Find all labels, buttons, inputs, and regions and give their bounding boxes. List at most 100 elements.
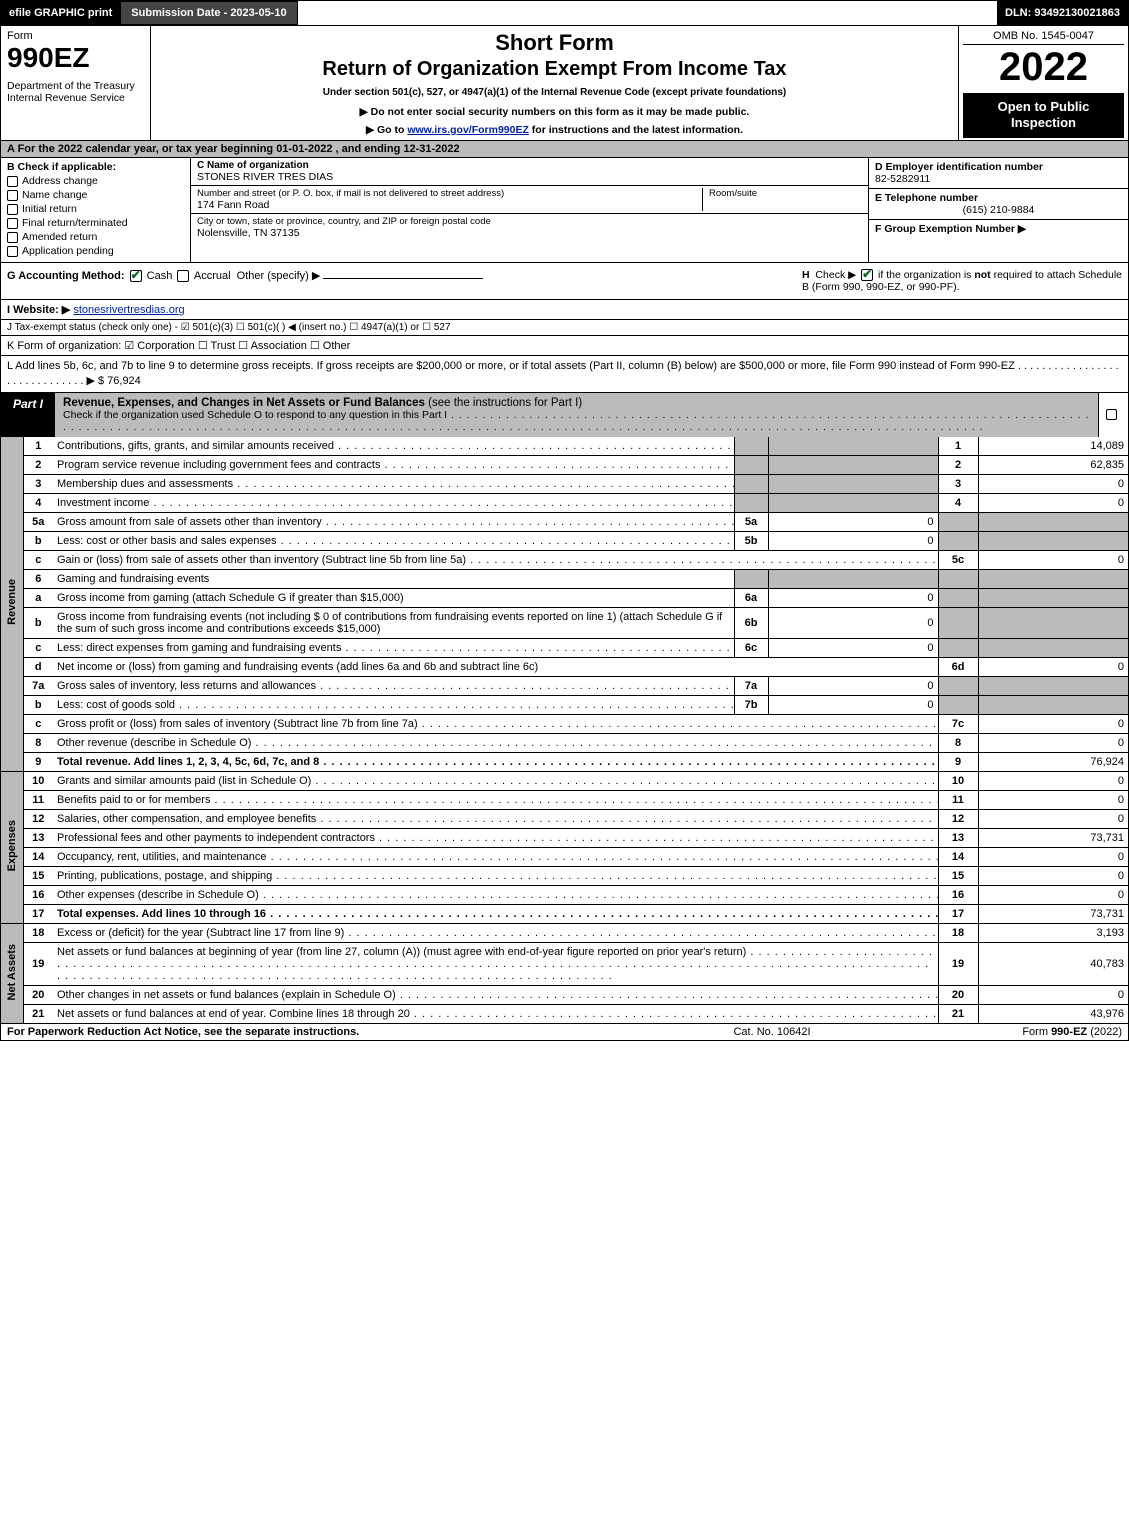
c-street-value: 174 Fann Road: [197, 199, 702, 211]
footer-catno: Cat. No. 10642I: [622, 1026, 922, 1038]
form-word: Form: [7, 30, 144, 42]
b-opt-label: Application pending: [22, 245, 114, 257]
expenses-tab: Expenses: [1, 771, 23, 923]
form-header: Form 990EZ Department of the Treasury In…: [1, 25, 1128, 140]
form-subtitle-3: ▶ Go to www.irs.gov/Form990EZ for instru…: [157, 124, 952, 136]
d-value: 82-5282911: [875, 173, 1122, 185]
line-3: 3Membership dues and assessments30: [1, 474, 1128, 493]
submission-date: Submission Date - 2023-05-10: [120, 1, 297, 25]
checkbox-icon[interactable]: [1106, 409, 1117, 420]
checkbox-accrual-icon[interactable]: [177, 270, 189, 282]
line-7b: bLess: cost of goods sold7b0: [1, 695, 1128, 714]
part-i-bar: Part I Revenue, Expenses, and Changes in…: [1, 392, 1128, 437]
line-9: 9Total revenue. Add lines 1, 2, 3, 4, 5c…: [1, 752, 1128, 771]
short-form-title: Short Form: [157, 30, 952, 56]
col-def: D Employer identification number 82-5282…: [868, 158, 1128, 262]
b-opt-label: Final return/terminated: [22, 217, 128, 229]
header-center: Short Form Return of Organization Exempt…: [151, 26, 958, 140]
part-endbox[interactable]: [1098, 393, 1128, 437]
line-6b: bGross income from fundraising events (n…: [1, 607, 1128, 638]
b-opt-label: Name change: [22, 189, 87, 201]
c-name-value: STONES RIVER TRES DIAS: [197, 171, 862, 183]
footer-formno: Form 990-EZ (2022): [922, 1026, 1122, 1038]
line-8: 8Other revenue (describe in Schedule O)8…: [1, 733, 1128, 752]
checkbox-icon[interactable]: [7, 218, 18, 229]
e-phone: E Telephone number (615) 210-9884: [869, 189, 1128, 220]
public-inspection-badge: Open to Public Inspection: [963, 93, 1124, 138]
lines-table: Revenue 1Contributions, gifts, grants, a…: [1, 437, 1128, 1023]
checkbox-icon[interactable]: [7, 246, 18, 257]
form-page: efile GRAPHIC print Submission Date - 20…: [0, 0, 1129, 1041]
header-right: OMB No. 1545-0047 2022 Open to Public In…: [958, 26, 1128, 140]
line-7a: 7aGross sales of inventory, less returns…: [1, 676, 1128, 695]
g-other-line[interactable]: [323, 278, 483, 279]
tax-year: 2022: [963, 47, 1124, 87]
sub3-pre: ▶ Go to: [366, 124, 407, 136]
g-cash: Cash: [147, 270, 173, 282]
form-subtitle-1: Under section 501(c), 527, or 4947(a)(1)…: [157, 87, 952, 98]
line-6: 6Gaming and fundraising events: [1, 569, 1128, 588]
footer-paperwork: For Paperwork Reduction Act Notice, see …: [7, 1026, 622, 1038]
row-g-h: G Accounting Method: Cash Accrual Other …: [1, 262, 1128, 299]
line-1: Revenue 1Contributions, gifts, grants, a…: [1, 437, 1128, 456]
row-i-website: I Website: ▶ stonesrivertresdias.org: [1, 299, 1128, 319]
checkbox-icon[interactable]: [7, 232, 18, 243]
c-street-label: Number and street (or P. O. box, if mail…: [197, 188, 702, 199]
website-link[interactable]: stonesrivertresdias.org: [73, 304, 184, 316]
b-opt-label: Initial return: [22, 203, 77, 215]
checkbox-icon[interactable]: [7, 176, 18, 187]
line-6d: dNet income or (loss) from gaming and fu…: [1, 657, 1128, 676]
line-5c: cGain or (loss) from sale of assets othe…: [1, 550, 1128, 569]
g-label: G Accounting Method:: [7, 270, 125, 282]
d-label: D Employer identification number: [875, 161, 1122, 173]
line-4: 4Investment income40: [1, 493, 1128, 512]
line-2: 2Program service revenue including gover…: [1, 455, 1128, 474]
netassets-tab: Net Assets: [1, 923, 23, 1023]
b-opt-name[interactable]: Name change: [7, 189, 184, 201]
line-5a: 5aGross amount from sale of assets other…: [1, 512, 1128, 531]
c-city-row: City or town, state or province, country…: [191, 214, 868, 241]
e-label: E Telephone number: [875, 192, 1122, 204]
form-title: Return of Organization Exempt From Incom…: [157, 58, 952, 81]
g-other: Other (specify) ▶: [237, 270, 321, 282]
dln-label: DLN: 93492130021863: [997, 1, 1128, 25]
b-opt-label: Amended return: [22, 231, 97, 243]
efile-label[interactable]: efile GRAPHIC print: [1, 1, 120, 25]
line-18: Net Assets 18Excess or (deficit) for the…: [1, 923, 1128, 942]
line-14: 14Occupancy, rent, utilities, and mainte…: [1, 847, 1128, 866]
checkbox-icon[interactable]: [7, 190, 18, 201]
department-label: Department of the Treasury Internal Reve…: [7, 80, 144, 104]
part-sub: Check if the organization used Schedule …: [63, 409, 1090, 433]
row-a-tax-year: A For the 2022 calendar year, or tax yea…: [1, 140, 1128, 157]
irs-link[interactable]: www.irs.gov/Form990EZ: [407, 124, 529, 136]
checkbox-h-icon[interactable]: [861, 269, 873, 281]
c-city-value: Nolensville, TN 37135: [197, 227, 862, 239]
b-opt-pending[interactable]: Application pending: [7, 245, 184, 257]
line-17: 17Total expenses. Add lines 10 through 1…: [1, 904, 1128, 923]
b-opt-label: Address change: [22, 175, 98, 187]
c-name-label: C Name of organization: [197, 160, 862, 171]
b-opt-address[interactable]: Address change: [7, 175, 184, 187]
line-11: 11Benefits paid to or for members110: [1, 790, 1128, 809]
form-number: 990EZ: [7, 42, 144, 74]
b-opt-initial[interactable]: Initial return: [7, 203, 184, 215]
col-b-checkboxes: B Check if applicable: Address change Na…: [1, 158, 191, 262]
block-bcdef: B Check if applicable: Address change Na…: [1, 157, 1128, 262]
b-opt-final[interactable]: Final return/terminated: [7, 217, 184, 229]
line-10: Expenses 10Grants and similar amounts pa…: [1, 771, 1128, 790]
part-tag: Part I: [1, 393, 55, 437]
c-room-label: Room/suite: [709, 188, 862, 199]
c-street-row: Number and street (or P. O. box, if mail…: [191, 186, 868, 214]
page-footer: For Paperwork Reduction Act Notice, see …: [1, 1023, 1128, 1040]
row-l-receipts: L Add lines 5b, 6c, and 7b to line 9 to …: [1, 355, 1128, 392]
omb-number: OMB No. 1545-0047: [963, 30, 1124, 45]
line-15: 15Printing, publications, postage, and s…: [1, 866, 1128, 885]
b-opt-amended[interactable]: Amended return: [7, 231, 184, 243]
g-accounting: G Accounting Method: Cash Accrual Other …: [7, 269, 802, 293]
part-title: Revenue, Expenses, and Changes in Net As…: [63, 397, 425, 409]
checkbox-cash-icon[interactable]: [130, 270, 142, 282]
checkbox-icon[interactable]: [7, 204, 18, 215]
line-16: 16Other expenses (describe in Schedule O…: [1, 885, 1128, 904]
line-13: 13Professional fees and other payments t…: [1, 828, 1128, 847]
part-note: (see the instructions for Part I): [428, 397, 582, 409]
